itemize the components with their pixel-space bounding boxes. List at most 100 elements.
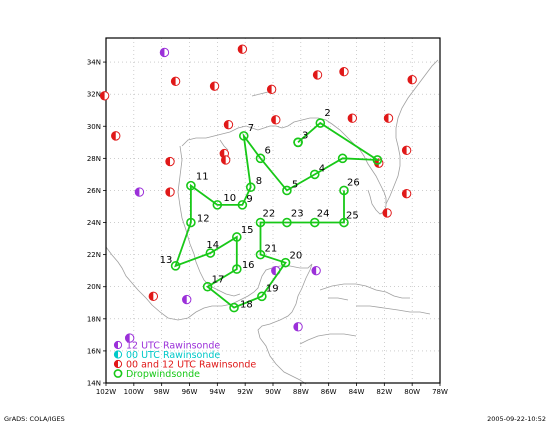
x-tick-label: 84W bbox=[349, 388, 365, 396]
dropwindsonde-label: 18 bbox=[240, 300, 253, 311]
dropwindsonde-label: 22 bbox=[262, 209, 275, 220]
dropwindsonde-marker bbox=[245, 182, 256, 193]
dropwindsonde-label: 16 bbox=[242, 260, 255, 271]
dropwindsonde-marker bbox=[337, 153, 348, 164]
rawinsonde-00-12-marker bbox=[383, 113, 394, 123]
dropwindsonde-label: 3 bbox=[302, 130, 308, 141]
rawinsonde-00-12-marker bbox=[165, 187, 175, 197]
dropwindsonde-label: 10 bbox=[223, 193, 236, 204]
dropwindsonde-label: 17 bbox=[212, 275, 225, 286]
x-tick-label: 86W bbox=[321, 388, 337, 396]
dropwindsonde-marker bbox=[255, 217, 266, 228]
dropwindsonde-label: 14 bbox=[206, 240, 219, 251]
dropwindsonde-marker bbox=[339, 185, 349, 196]
rawinsonde-00-12-marker bbox=[266, 84, 277, 95]
rawinsonde-00-12-marker bbox=[271, 115, 281, 125]
dropwindsonde-marker bbox=[293, 137, 303, 148]
dropwindsonde-label: 13 bbox=[160, 255, 173, 266]
rawinsonde-00-12-marker bbox=[111, 131, 121, 141]
dropwindsonde-marker bbox=[238, 131, 249, 141]
rawinsonde-00-12-marker bbox=[165, 156, 175, 167]
dropwindsonde-label: 20 bbox=[290, 251, 303, 262]
y-tick-label: 28N bbox=[87, 155, 101, 163]
rawinsonde-12-marker bbox=[124, 333, 135, 343]
rawinsonde-00-12-marker bbox=[148, 291, 159, 302]
dropwindsonde-marker bbox=[315, 118, 326, 128]
footer-right: 2005-09-22-10:52 bbox=[487, 415, 546, 423]
rawinsonde-12-marker bbox=[293, 322, 303, 332]
dropwindsonde-label: 2 bbox=[324, 108, 330, 119]
dropwindsonde-marker bbox=[257, 291, 267, 302]
dropwindsonde-label: 25 bbox=[346, 211, 359, 222]
dropwindsonde-label: 26 bbox=[347, 177, 360, 188]
dropwindsonde-marker bbox=[280, 257, 291, 268]
rawinsonde-00-12-marker bbox=[339, 66, 349, 77]
dropwindsonde-marker bbox=[282, 217, 292, 228]
axis-ticks: 102W 100W 98W 96W 94W 92W 90W 88W 86W 84W 82W 80W 78… bbox=[87, 59, 448, 396]
dropwindsonde-label: 12 bbox=[197, 214, 210, 225]
y-tick-label: 24N bbox=[87, 219, 101, 227]
x-tick-label: 82W bbox=[376, 388, 392, 396]
dropwindsonde-marker bbox=[255, 249, 266, 260]
rawinsonde-00-12-marker bbox=[401, 145, 412, 156]
dropwindsonde-label: 21 bbox=[264, 244, 277, 255]
dropwindsonde-marker bbox=[255, 153, 266, 164]
dropwindsonde-marker bbox=[282, 185, 292, 196]
y-tick-label: 18N bbox=[87, 315, 101, 323]
x-tick-label: 98W bbox=[154, 388, 170, 396]
x-tick-label: 90W bbox=[265, 388, 281, 396]
x-tick-label: 88W bbox=[293, 388, 309, 396]
x-tick-label: 92W bbox=[237, 388, 253, 396]
dropwindsonde-label: 23 bbox=[291, 209, 304, 220]
rawinsonde-stations bbox=[99, 44, 417, 343]
track-line bbox=[174, 121, 381, 309]
dropwindsonde-marker bbox=[237, 200, 248, 210]
y-tick-label: 34N bbox=[87, 59, 101, 67]
dropwindsonde-marker bbox=[232, 264, 242, 274]
y-tick-label: 30N bbox=[87, 123, 101, 131]
legend-label: 12 UTC Rawinsonde bbox=[126, 341, 220, 352]
x-tick-label: 78W bbox=[432, 388, 448, 396]
rawinsonde-00-12-marker bbox=[382, 208, 392, 218]
dropwindsonde-label: 19 bbox=[266, 283, 279, 294]
dropwindsonde-label: 5 bbox=[292, 179, 298, 190]
dropwindsonde-label: 7 bbox=[248, 123, 254, 134]
dropwindsonde-marker bbox=[186, 180, 196, 191]
x-tick-label: 80W bbox=[404, 388, 420, 396]
y-tick-label: 20N bbox=[87, 283, 101, 291]
legend-label: 00 UTC Rawinsonde bbox=[126, 350, 220, 361]
y-tick-label: 26N bbox=[87, 187, 101, 195]
y-tick-label: 32N bbox=[87, 91, 101, 99]
dropwindsonde-marker bbox=[186, 217, 196, 228]
rawinsonde-00-12-marker bbox=[401, 188, 412, 199]
dropwindsonde-marker bbox=[212, 200, 223, 210]
dropwindsonde-label: 11 bbox=[196, 172, 209, 183]
dropwindsonde-marker bbox=[170, 261, 181, 271]
legend-label: Dropwindsonde bbox=[126, 369, 200, 380]
x-tick-label: 94W bbox=[209, 388, 225, 396]
legend-item: 12 UTC Rawinsonde bbox=[113, 341, 220, 352]
rawinsonde-00-12-marker bbox=[223, 119, 234, 130]
dropwindsonde-label: 15 bbox=[241, 225, 254, 236]
legend-label: 00 and 12 UTC Rawinsonde bbox=[126, 360, 256, 371]
rawinsonde-00-12-marker bbox=[407, 75, 417, 85]
rawinsonde-00-12-marker bbox=[99, 91, 110, 101]
dropwindsonde-label: 8 bbox=[256, 176, 262, 187]
dropwindsonde-marker bbox=[232, 232, 242, 242]
x-tick-label: 102W bbox=[96, 388, 116, 396]
dropwindsonde-marker bbox=[309, 169, 320, 180]
x-tick-label: 96W bbox=[182, 388, 198, 396]
y-tick-label: 14N bbox=[87, 380, 101, 388]
dropwindsonde-label: 9 bbox=[246, 194, 252, 205]
rawinsonde-12-marker bbox=[159, 47, 170, 58]
legend-item: 00 and 12 UTC Rawinsonde bbox=[113, 360, 256, 371]
x-tick-label: 100W bbox=[124, 388, 144, 396]
rawinsonde-12-marker bbox=[134, 187, 145, 197]
rawinsonde-00-12-marker bbox=[209, 81, 220, 91]
rawinsonde-00-12-marker bbox=[347, 113, 358, 123]
rawinsonde-00-12-marker bbox=[237, 44, 248, 54]
dropwindsonde-label: 24 bbox=[317, 209, 330, 220]
